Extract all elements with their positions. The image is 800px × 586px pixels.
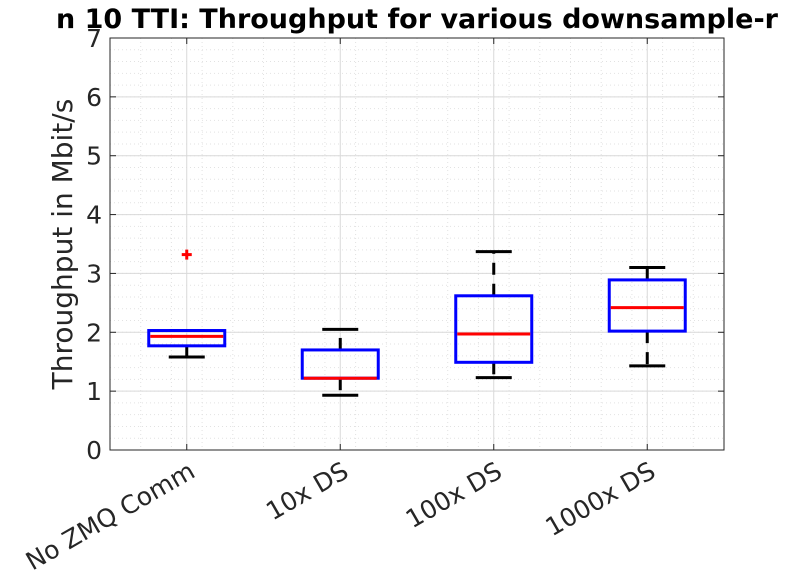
y-tick-label: 4 (86, 201, 102, 230)
y-axis-label: Throughput in Mbit/s (46, 99, 79, 391)
iqr-box (607, 278, 687, 333)
y-tick-label: 7 (86, 24, 102, 53)
box-layer (147, 249, 687, 397)
iqr-box (147, 329, 227, 348)
chart-title: n 10 TTI: Throughput for various downsam… (56, 4, 779, 35)
box-plot-group (300, 327, 380, 397)
y-tick-label: 6 (86, 83, 102, 112)
y-tick-label: 1 (86, 377, 102, 406)
iqr-box (454, 294, 534, 364)
y-tick-layer: 0 1 2 3 4 5 6 7 (86, 24, 724, 465)
plot-area-frame (109, 37, 725, 451)
box-plot-group (454, 250, 534, 380)
y-tick-label: 0 (86, 436, 102, 465)
box-plot-group (607, 266, 687, 368)
box-plot-group (147, 249, 227, 359)
y-tick-label: 2 (86, 318, 102, 347)
outlier-marker (181, 249, 192, 260)
y-tick-label: 5 (86, 142, 102, 171)
y-tick-label: 3 (86, 259, 102, 288)
